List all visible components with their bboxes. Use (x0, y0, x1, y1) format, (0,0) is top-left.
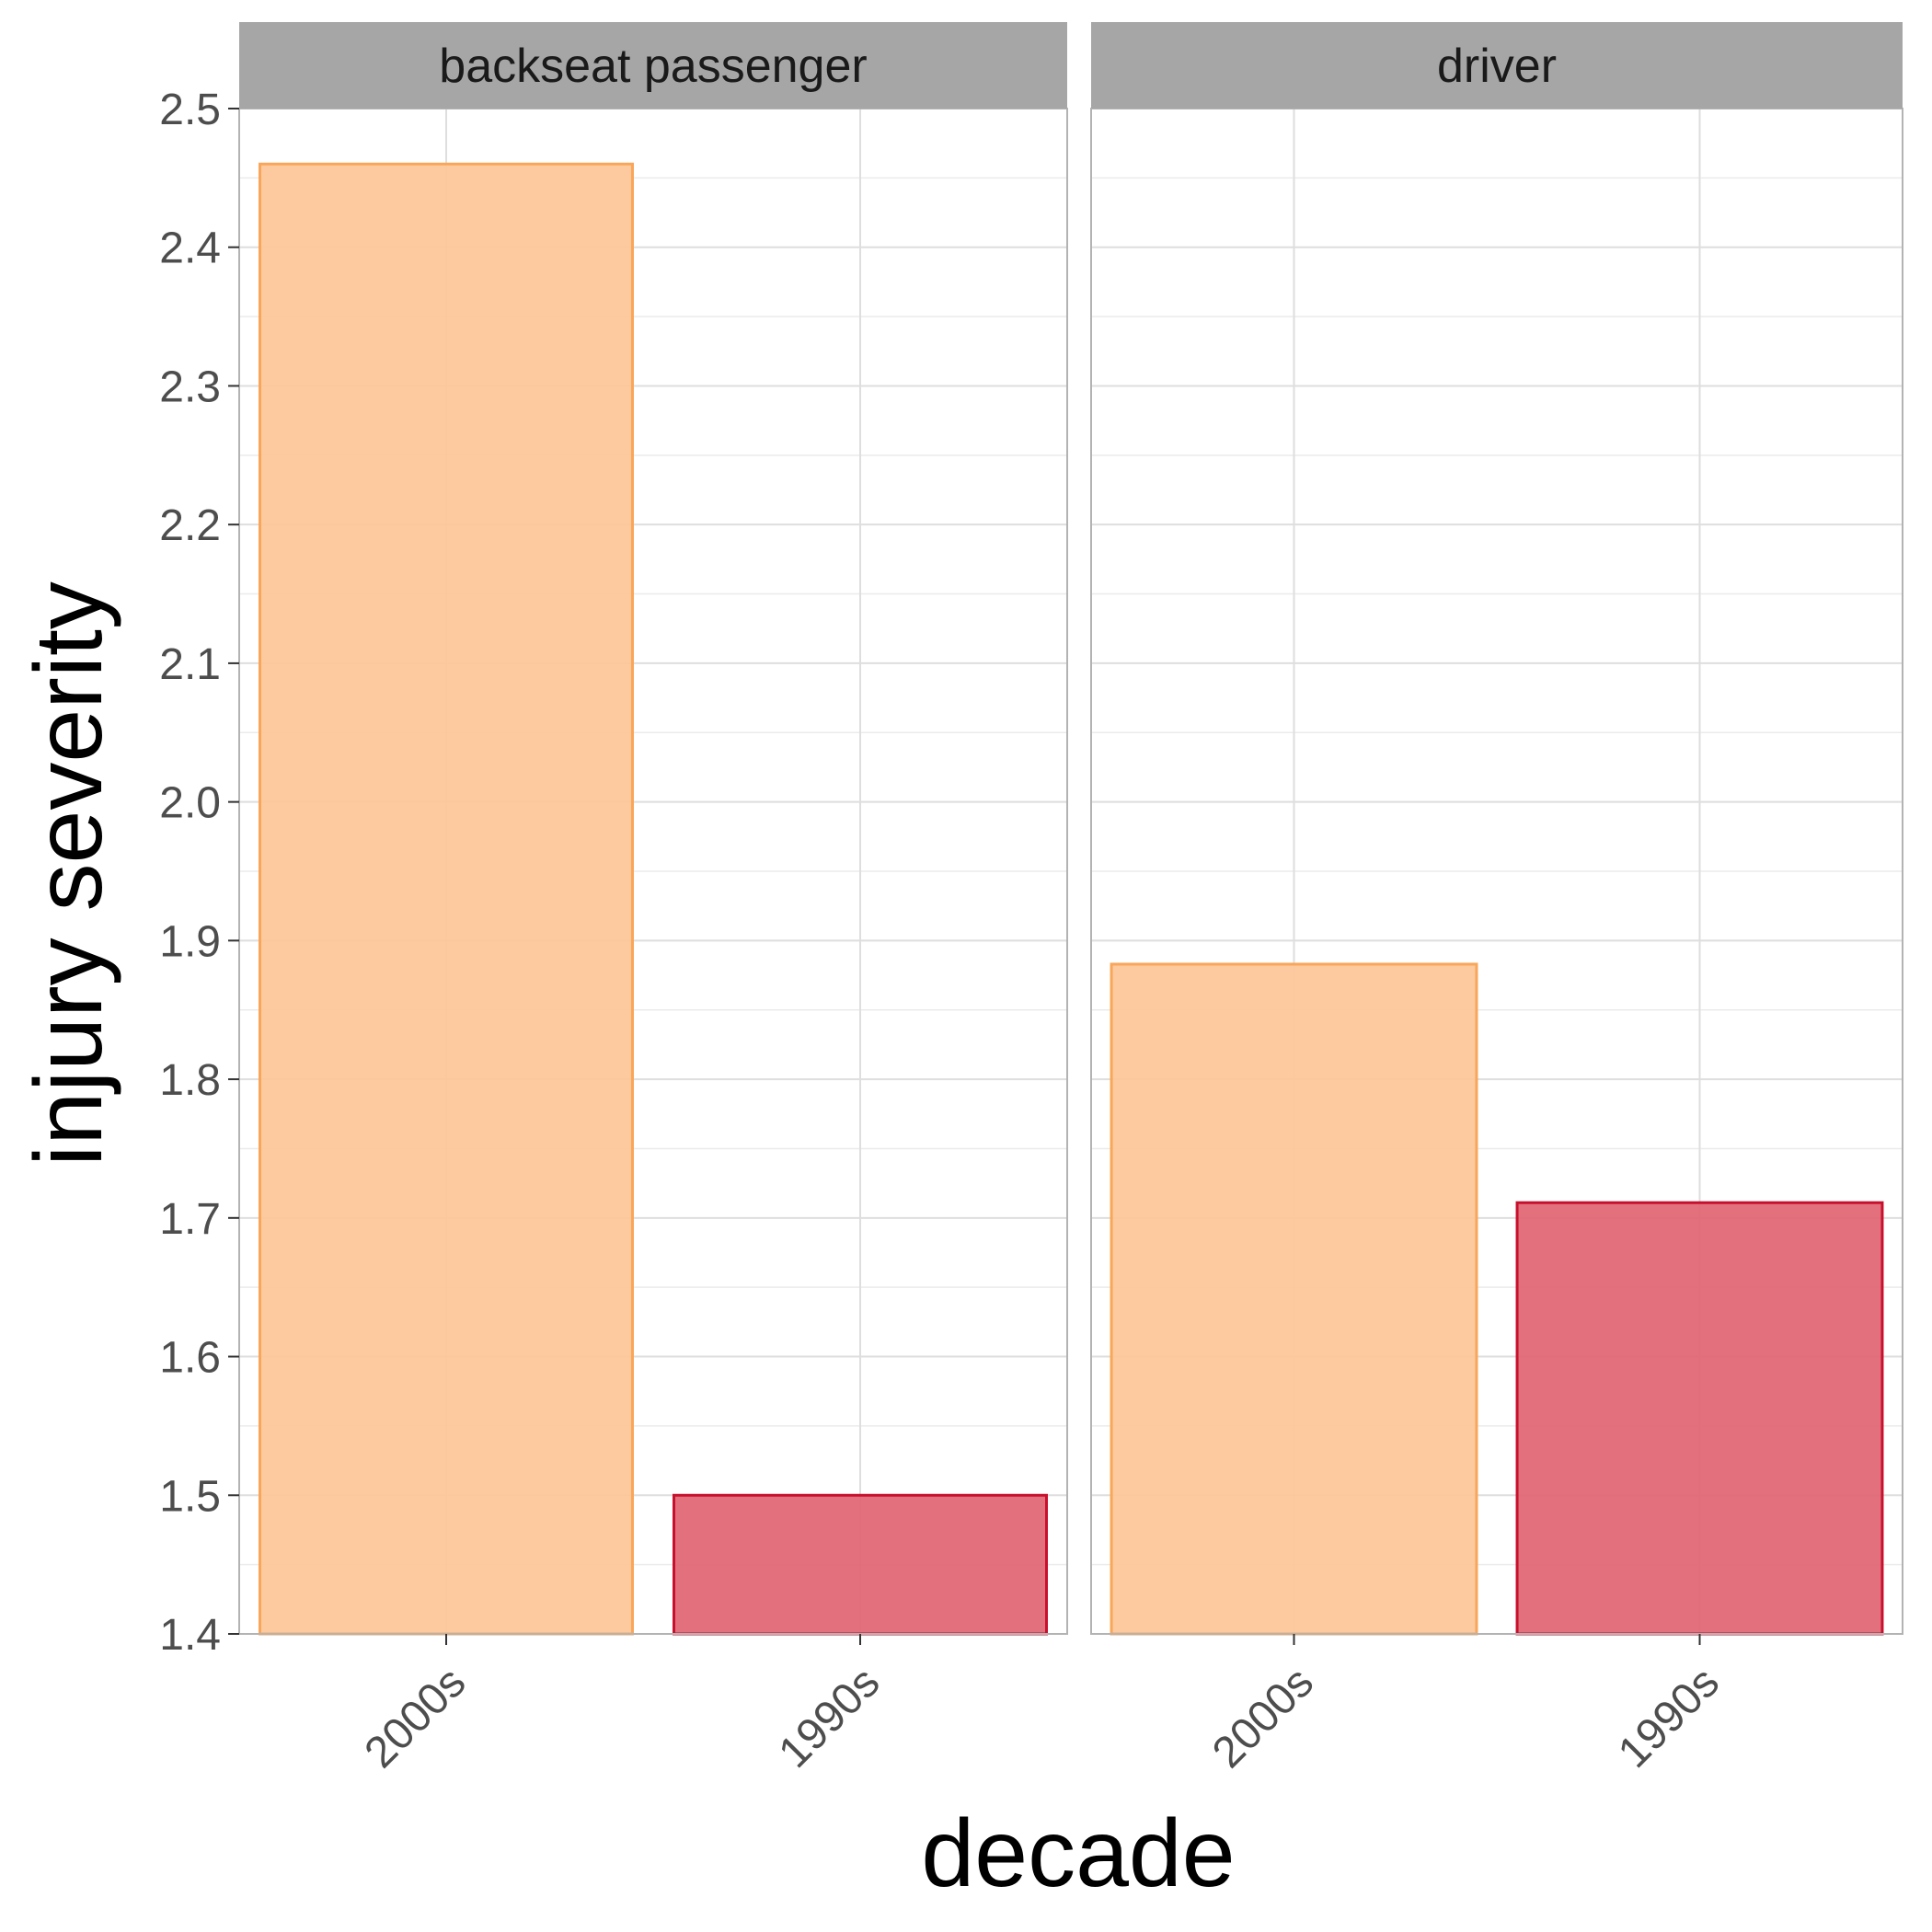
facet-strip-label: driver (1437, 40, 1557, 93)
x-tick-label: 2000s (1203, 1658, 1323, 1777)
y-axis: 1.4 1.5 1.6 1.7 1.8 1.9 2.0 2.1 2.2 2.3 2.4 2.5 (159, 86, 239, 1660)
facet-strip-label: backseat passenger (439, 40, 867, 93)
y-tick-label: 2.3 (159, 362, 221, 411)
y-tick-label: 2.4 (159, 224, 221, 273)
panel-1: driver 2000s 1990s (1090, 22, 1903, 1777)
panels: backseat passenger 2000s 1990s driver 2000s 1… (238, 22, 1903, 1777)
y-tick-label: 2.0 (159, 779, 221, 828)
y-tick-label: 1.8 (159, 1056, 221, 1105)
y-tick-label: 1.5 (159, 1472, 221, 1521)
y-tick-label: 1.9 (159, 917, 221, 966)
y-tick-label: 2.2 (159, 501, 221, 550)
x-tick-label: 1990s (770, 1658, 890, 1777)
y-tick-label: 1.6 (159, 1334, 221, 1383)
panel-0: backseat passenger 2000s 1990s (238, 22, 1068, 1777)
y-tick-label: 2.5 (159, 86, 221, 134)
y-tick-label: 1.7 (159, 1195, 221, 1244)
bar-1990s (1515, 1201, 1884, 1636)
y-tick-label: 1.4 (159, 1611, 221, 1660)
bar-2000s (259, 162, 634, 1636)
x-tick-label: 2000s (356, 1658, 476, 1777)
x-tick-label: 1990s (1609, 1658, 1729, 1777)
bar-1990s (673, 1493, 1048, 1636)
x-axis-title: decade (921, 1800, 1235, 1907)
facet-strip (1091, 22, 1903, 109)
y-axis-title: injury severity (16, 581, 122, 1167)
facet-strip (239, 22, 1067, 109)
y-tick-label: 2.1 (159, 640, 221, 689)
bar-2000s (1110, 962, 1478, 1636)
